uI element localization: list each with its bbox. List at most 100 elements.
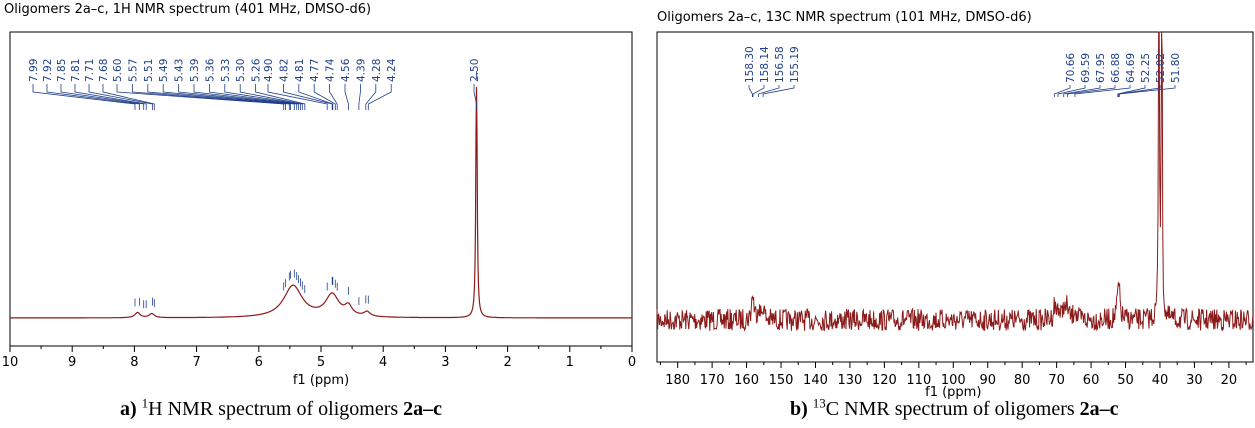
h-peak-label: 4.81 [294,59,306,82]
c-x-tick-label: 140 [803,373,828,388]
h-peak-connector [313,84,336,110]
c-peak-label: 52.02 [1155,53,1167,83]
c-peak-label: 67.95 [1095,53,1107,83]
h-peak-connector [147,84,290,110]
h-nmr-caption: a) 1H NMR spectrum of oligomers 2a–c [120,395,443,421]
h-peak-label: 5.57 [127,59,139,82]
c-x-tick-label: 120 [872,373,897,388]
h-peak-connector [329,84,338,110]
h-peak-label: 5.51 [143,59,155,82]
h-x-tick-label: 5 [317,355,325,370]
c-peak-label: 70.66 [1065,53,1077,83]
h-peak-connector [298,84,334,110]
c-x-axis-label: f1 (ppm) [925,385,981,400]
c-x-tick-label: 40 [1152,373,1169,388]
h-x-tick-label: 4 [379,355,387,370]
h-peak-label: 7.68 [98,59,110,82]
h-peak-label: 7.85 [56,59,68,82]
c-peak-label: 156.58 [774,46,786,83]
h-peak-label: 4.77 [309,59,321,82]
h-peak-connector [267,84,328,110]
c-x-tick-label: 20 [1221,373,1238,388]
h-peak-label: 5.49 [158,59,170,82]
h-peak-label: 5.26 [251,58,263,82]
c-x-tick-label: 70 [1048,373,1065,388]
h-x-axis-label: f1 (ppm) [293,373,349,388]
h-peak-label: 5.43 [174,59,186,82]
h-peak-label: 2.50 [469,59,481,82]
h-x-tick-label: 0 [628,355,636,370]
h-peak-connector [32,84,136,110]
h-peak-connector [344,84,349,110]
h-peak-label: 7.81 [70,59,82,82]
h-x-tick-label: 9 [68,355,76,370]
h-peak-connector [46,84,140,110]
h-peak-connector [473,84,477,110]
c-peak-label: 64.69 [1125,53,1137,83]
c-peak-label: 69.59 [1080,53,1092,83]
c-x-tick-label: 60 [1083,373,1100,388]
c-x-tick-label: 130 [838,373,863,388]
plot-frame [656,31,1254,363]
h-nmr-plot: 7.99 7.92 7.85 7.81 7.71 7.68 5.60 5.57 5.51 5.49… [2,31,636,388]
h-peak-connector [255,84,306,110]
c-x-tick-label: 50 [1117,373,1134,388]
h-peak-connector [239,84,303,110]
c-caption-prefix: b) [790,398,808,420]
h-peak-label: 7.99 [28,59,40,82]
h-x-tick-label: 6 [255,355,263,370]
h-nmr-panel: Oligomers 2a–c, 1H NMR spectrum (401 MHz… [2,2,636,388]
c-peak-connector [1066,85,1116,97]
h-peak-connector [282,84,333,110]
h-caption-bold: 2a–c [403,398,443,420]
c-peak-connector [1118,85,1161,97]
c-nmr-panel: Oligomers 2a–c, 13C NMR spectrum (101 MH… [645,0,1255,428]
h-peak-label: 4.56 [340,58,352,82]
h-peak-connector [178,84,295,110]
h-peak-label: 4.24 [386,58,398,82]
c-peak-label: 66.88 [1110,53,1122,83]
h-nmr-title: Oligomers 2a–c, 1H NMR spectrum (401 MHz… [4,2,372,17]
h-peak-connector [193,84,298,110]
h-peak-label: 4.90 [263,59,275,82]
c-x-tick-label: 100 [941,373,966,388]
c-x-tick-label: 110 [906,373,931,388]
h-peak-label: 7.71 [84,59,96,82]
h-x-tick-label: 2 [503,355,511,370]
h-peak-connector [60,84,145,110]
h-peak-connector [365,84,377,110]
h-peak-connector [162,84,291,110]
h-peak-label: 4.28 [371,59,383,82]
h-peak-connector [224,84,301,110]
h-peak-label: 5.33 [220,59,232,82]
c-x-tick-label: 160 [734,373,759,388]
h-x-tick-label: 10 [2,355,19,370]
c-peak-connector [762,85,795,97]
c-caption-sup: 13 [812,395,826,411]
h-peak-connector [367,84,392,110]
h-peak-label: 4.39 [355,59,367,82]
c-spectrum-line [656,31,1254,332]
c-peak-connector [758,85,780,97]
c-x-tick-label: 180 [665,373,690,388]
h-x-tick-label: 8 [130,355,138,370]
c-nmr-title: Oligomers 2a–c, 13C NMR spectrum (101 MH… [657,10,1032,25]
c-peak-connector [1074,85,1131,97]
c-nmr-caption: b) 13C NMR spectrum of oligomers 2a–c [790,395,1119,421]
h-peak-label: 5.39 [189,59,201,82]
c-peak-label: 158.14 [759,46,771,83]
c-peak-connector [1117,85,1146,97]
h-x-tick-label: 3 [441,355,449,370]
h-peak-label: 5.60 [112,59,124,82]
h-caption-prefix: a) [120,398,137,420]
h-peak-label: 5.30 [235,59,247,82]
h-peak-connector [88,84,153,110]
h-peak-label: 4.82 [278,59,290,82]
h-peak-label: 7.92 [42,59,54,82]
c-peak-connector [752,85,765,97]
c-nmr-plot: 158.30 158.14 156.58 155.19 70.66 69.59 67.95 6… [656,31,1254,400]
h-caption-sup: 1 [141,395,149,411]
c-x-tick-label: 150 [769,373,794,388]
c-x-tick-label: 30 [1186,373,1203,388]
c-x-tick-label: 90 [979,373,996,388]
